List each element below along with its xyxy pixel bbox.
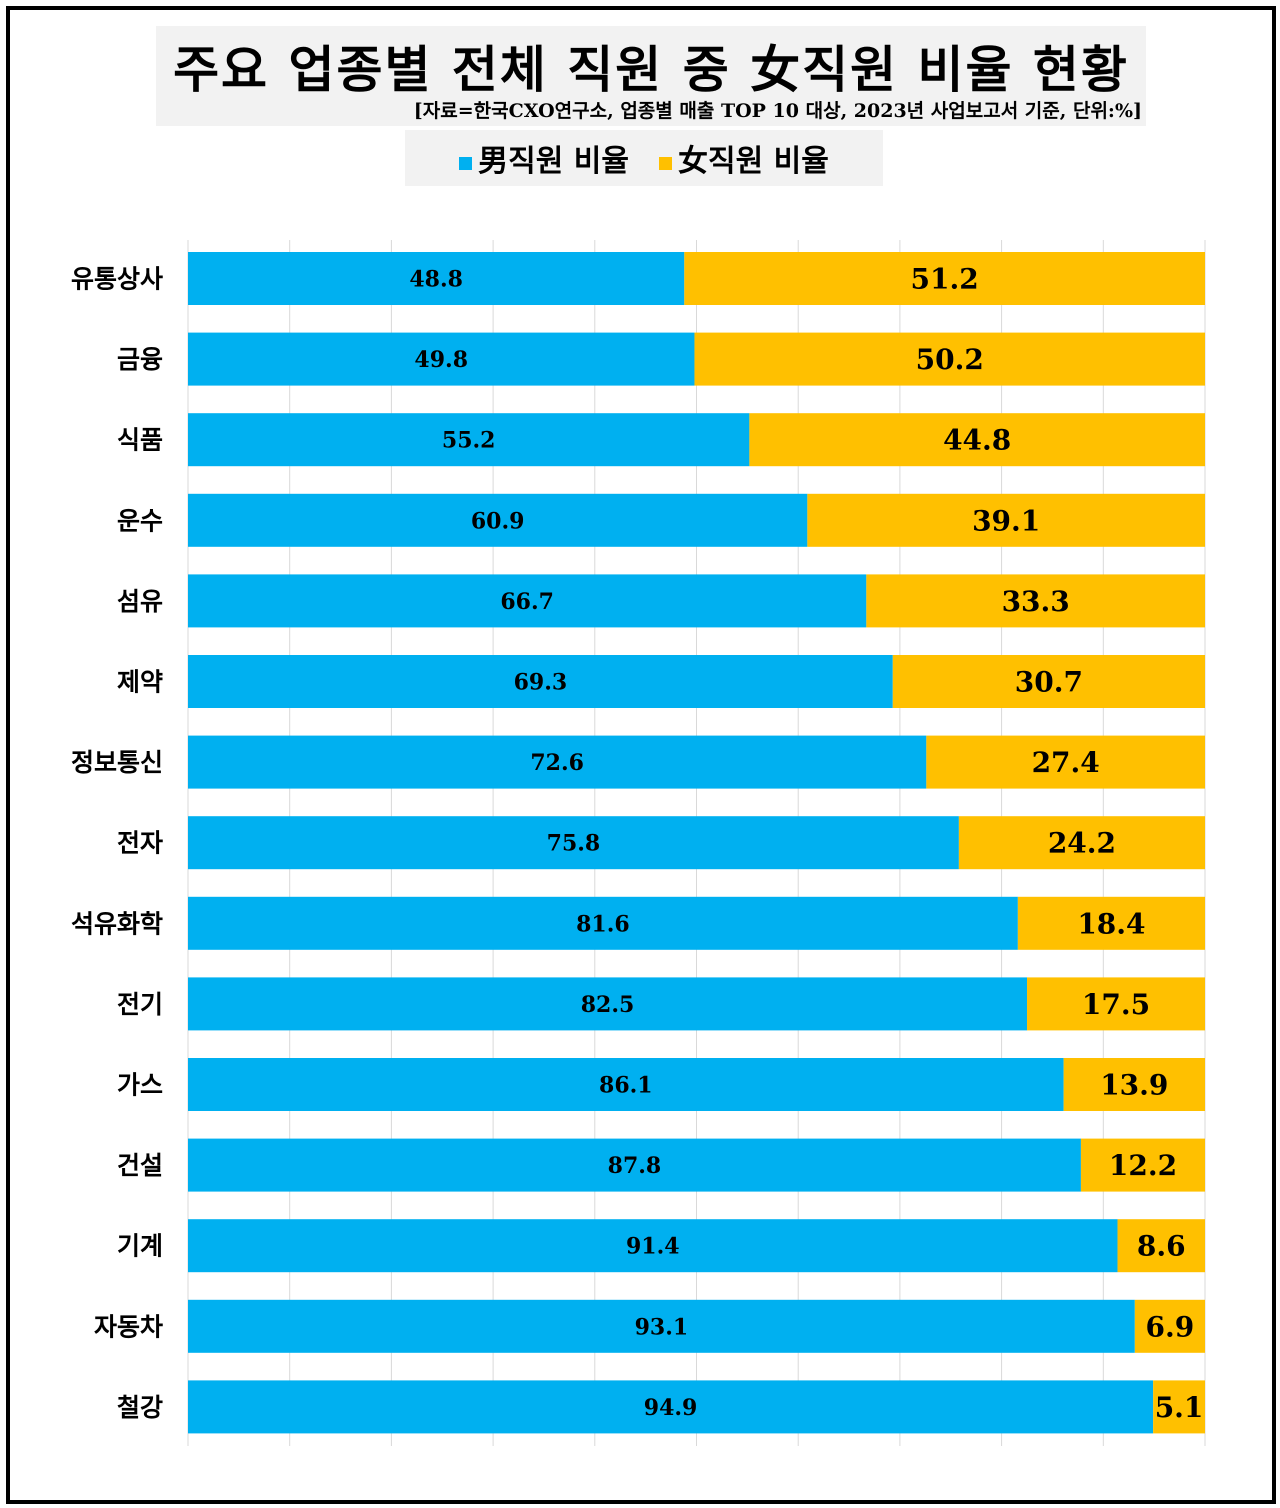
- category-label: 기계: [117, 1232, 163, 1261]
- bar-male: [188, 574, 867, 628]
- data-label-female: 24.2: [1048, 827, 1116, 860]
- bar-female: [1117, 1219, 1205, 1273]
- data-label-female: 18.4: [1077, 907, 1145, 940]
- data-label-male: 81.6: [576, 911, 630, 937]
- legend-label-female: 女직원 비율: [678, 144, 829, 179]
- bar-male: [188, 655, 893, 708]
- category-label: 석유화학: [71, 909, 163, 938]
- data-label-female: 12.2: [1109, 1149, 1177, 1182]
- legend: 男직원 비율 女직원 비율: [405, 130, 883, 186]
- data-label-female: 44.8: [943, 424, 1011, 457]
- data-label-female: 8.6: [1137, 1230, 1186, 1263]
- data-label-male: 94.9: [644, 1395, 698, 1421]
- bar-male: [188, 1058, 1064, 1111]
- bar-female: [1027, 977, 1205, 1031]
- category-label: 제약: [117, 668, 163, 697]
- data-label-male: 72.6: [530, 750, 584, 776]
- data-label-female: 5.1: [1155, 1391, 1204, 1424]
- bar-female: [866, 574, 1205, 628]
- bar-male: [188, 332, 695, 386]
- bar-male: [188, 977, 1028, 1031]
- legend-item-female: 女직원 비율: [659, 136, 829, 180]
- bar-male: [188, 493, 808, 547]
- data-label-female: 33.3: [1002, 585, 1070, 618]
- category-label: 식품: [117, 426, 163, 455]
- bar-female: [926, 735, 1205, 789]
- data-label-male: 49.8: [414, 347, 468, 373]
- data-label-female: 17.5: [1082, 988, 1150, 1021]
- data-label-male: 82.5: [581, 992, 635, 1018]
- category-label: 운수: [117, 506, 163, 535]
- data-label-male: 87.8: [608, 1153, 662, 1179]
- bar-male: [188, 413, 750, 467]
- category-label: 유통상사: [71, 265, 163, 294]
- bar-male: [188, 1380, 1154, 1434]
- category-label: 전기: [117, 990, 163, 1019]
- bar-female: [1017, 896, 1205, 950]
- legend-item-male: 男직원 비율: [459, 136, 629, 180]
- bar-female: [749, 413, 1205, 467]
- data-label-female: 39.1: [972, 504, 1040, 537]
- data-label-male: 55.2: [442, 428, 496, 454]
- bar-male: [188, 1299, 1135, 1353]
- legend-label-male: 男직원 비율: [478, 144, 629, 179]
- data-label-male: 48.8: [409, 267, 463, 293]
- bar-female: [694, 332, 1205, 386]
- data-label-female: 50.2: [916, 343, 984, 376]
- data-label-female: 27.4: [1032, 746, 1100, 779]
- bar-male: [188, 252, 685, 305]
- data-label-male: 66.7: [500, 589, 554, 615]
- legend-swatch-female: [659, 156, 672, 170]
- data-label-male: 69.3: [514, 670, 568, 696]
- bar-female: [892, 655, 1205, 708]
- data-label-male: 91.4: [626, 1234, 680, 1260]
- bar-female: [807, 493, 1205, 547]
- bar-male: [188, 816, 959, 870]
- bar-male: [188, 1219, 1118, 1273]
- data-label-male: 86.1: [599, 1073, 653, 1099]
- category-label: 철강: [117, 1393, 163, 1422]
- bar-male: [188, 735, 927, 789]
- category-label: 자동차: [94, 1312, 163, 1341]
- bar-male: [188, 896, 1018, 950]
- bar-male: [188, 1138, 1081, 1192]
- bar-female: [1153, 1380, 1205, 1434]
- bar-female: [1063, 1058, 1205, 1111]
- category-label: 섬유: [117, 587, 163, 616]
- data-label-female: 13.9: [1100, 1069, 1168, 1102]
- data-label-male: 93.1: [635, 1314, 689, 1340]
- bar-female: [1134, 1299, 1205, 1353]
- bar-female: [958, 816, 1205, 870]
- data-label-female: 30.7: [1015, 666, 1083, 699]
- data-label-male: 60.9: [471, 508, 525, 534]
- data-label-female: 51.2: [911, 263, 979, 296]
- category-label: 정보통신: [71, 748, 163, 777]
- chart-frame: [6, 6, 1276, 1504]
- bar-female: [684, 252, 1205, 305]
- title-box: 주요 업종별 전체 직원 중 女직원 비율 현황 [자료=한국CXO연구소, 업…: [156, 26, 1146, 126]
- category-label: 가스: [117, 1071, 163, 1100]
- category-label: 건설: [117, 1151, 163, 1180]
- data-label-female: 6.9: [1146, 1310, 1195, 1343]
- chart-subtitle: [자료=한국CXO연구소, 업종별 매출 TOP 10 대상, 2023년 사업…: [413, 100, 1142, 122]
- chart-title: 주요 업종별 전체 직원 중 女직원 비율 현황: [173, 40, 1129, 99]
- category-label: 전자: [117, 829, 163, 858]
- category-label: 금융: [117, 345, 163, 374]
- data-label-male: 75.8: [547, 831, 601, 857]
- bar-female: [1080, 1138, 1205, 1192]
- legend-swatch-male: [459, 156, 473, 170]
